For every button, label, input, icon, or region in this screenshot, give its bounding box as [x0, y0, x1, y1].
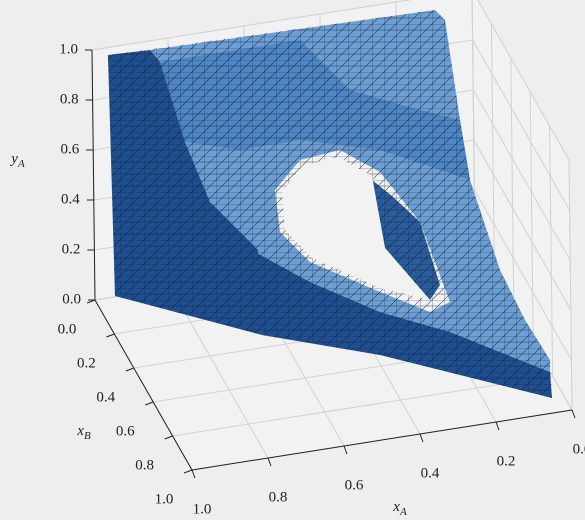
z-tick: [165, 436, 173, 439]
z-tick: [145, 402, 153, 405]
x-tick-label: 1.0: [193, 501, 212, 517]
z-tick-label: 0.8: [135, 457, 154, 473]
z-tick-label: 0.4: [96, 389, 115, 405]
x-tick: [496, 422, 499, 430]
x-tick-label: 0.4: [421, 465, 440, 481]
z-tick-label: 0.6: [116, 423, 135, 439]
z-tick: [126, 368, 134, 371]
z-label-sub: B: [84, 430, 91, 442]
x-tick: [344, 446, 347, 454]
z-tick-label: 0.2: [77, 355, 96, 371]
x-label-sub: A: [399, 506, 407, 518]
x-tick: [192, 470, 195, 478]
z-axis-label: xB: [76, 423, 91, 441]
x-tick: [268, 458, 271, 466]
chart: 1.0 0.8 0.6 0.4 0.2 0.0 0.0 0.2 0.4 0.6 0.8 1.0 0.0 0…: [0, 0, 585, 520]
x-axis-label: xA: [392, 499, 407, 517]
x-tick-label: 0.6: [345, 477, 364, 493]
y-tick-label: 0.4: [61, 191, 80, 207]
y-tick-label: 0.0: [62, 291, 81, 307]
y-tick-label: 0.6: [60, 141, 79, 157]
y-label-sub: A: [17, 158, 25, 170]
x-tick-label: 0.0: [573, 441, 585, 457]
y-tick-label: 0.2: [62, 241, 81, 257]
y-label-main: y: [9, 151, 18, 167]
z-tick: [184, 470, 192, 473]
x-tick-label: 0.2: [497, 453, 516, 469]
y-tick-label: 1.0: [59, 41, 78, 57]
x-tick: [420, 434, 423, 442]
x-tick-label: 0.8: [269, 489, 288, 505]
y-axis-label: yA: [9, 151, 25, 169]
y-tick-label: 0.8: [60, 91, 79, 107]
z-tick-label: 0.0: [58, 321, 77, 337]
z-tick-label: 1.0: [155, 491, 174, 507]
x-tick: [572, 410, 575, 418]
z-tick: [106, 334, 114, 337]
